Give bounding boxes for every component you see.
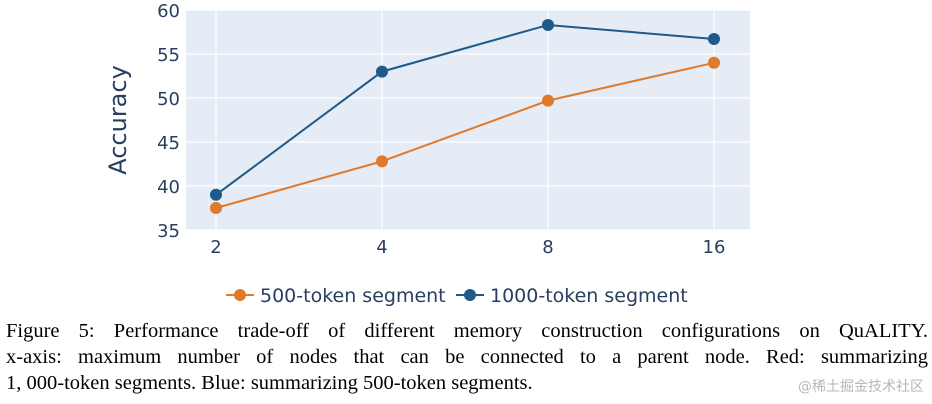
series-line [215,61,715,209]
legend-label: 500-token segment [260,285,446,307]
series-line [215,23,715,196]
y-tick-label: 35 [157,221,180,242]
x-tick-label: 4 [376,237,387,258]
x-tick-label: 16 [703,237,726,258]
figure-caption: Figure 5: Performance trade-off of diffe… [6,318,928,396]
data-point [210,188,222,201]
x-axis-ticks: 2 4 8 16 [210,237,725,258]
series-group [210,18,720,214]
legend: 500-token segment 1000-token segment [226,285,688,307]
data-point [376,65,388,78]
y-tick-label: 40 [157,177,180,198]
data-point [376,155,388,168]
data-point [708,33,720,46]
x-tick-label: 8 [542,237,553,258]
series-1 [210,56,720,214]
data-point [708,56,720,69]
caption-line-2: x-axis: maximum number of nodes that can… [6,346,928,368]
legend-label: 1000-token segment [490,285,688,307]
caption-line-3: 1, 000-token segments. Blue: summarizing… [6,372,533,394]
x-tick-label: 2 [210,237,221,258]
legend-item-1: 500-token segment [226,285,446,307]
grid-lines [186,9,750,231]
series-2 [210,18,720,201]
legend-item-2: 1000-token segment [456,285,688,307]
data-point [542,94,554,107]
y-tick-label: 50 [157,89,180,110]
line-chart: 35 40 45 50 55 60 2 4 8 16 Accuracy 500-token se… [104,1,750,307]
y-axis-ticks: 35 40 45 50 55 60 [157,1,180,242]
legend-marker [234,289,246,301]
legend-marker [464,289,476,301]
y-tick-label: 55 [157,45,180,66]
watermark: @稀土掘金技术社区 [798,379,924,395]
plot-area [186,10,750,230]
y-axis-label: Accuracy [104,65,132,175]
caption-line-1: Figure 5: Performance trade-off of diffe… [6,320,928,342]
data-point [542,18,554,31]
y-tick-label: 60 [157,1,180,22]
data-point [210,202,222,214]
y-tick-label: 45 [157,133,180,154]
